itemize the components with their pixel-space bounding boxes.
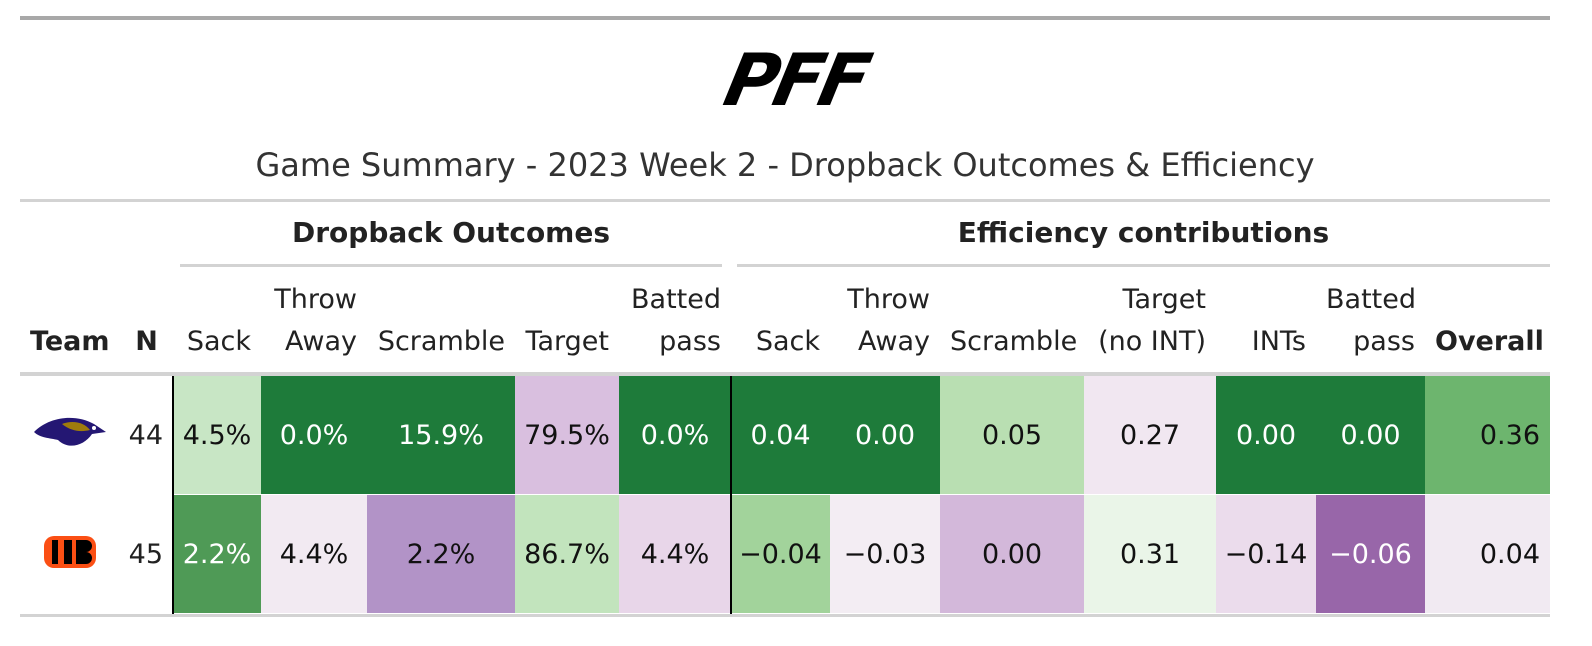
data-cell: 15.9%: [367, 376, 515, 494]
data-cell: −0.04: [731, 495, 830, 613]
row-count: 44: [128, 419, 163, 451]
divider: [730, 376, 732, 614]
data-cell: 0.00: [1216, 376, 1316, 494]
header-rule: [20, 372, 1550, 376]
data-cell: 0.00: [940, 495, 1084, 613]
data-cell: 0.27: [1084, 376, 1216, 494]
group-rule: [737, 264, 1550, 267]
column-header: Batted: [631, 284, 721, 315]
column-header: Sack: [186, 326, 251, 357]
column-header: (no INT): [1098, 326, 1206, 357]
column-header: Batted: [1326, 284, 1416, 315]
data-cell: 4.5%: [173, 376, 261, 494]
column-header: Scramble: [950, 326, 1078, 357]
data-cell: 0.36: [1425, 376, 1550, 494]
data-cell: 0.04: [1425, 495, 1550, 613]
column-header: Throw: [847, 284, 930, 315]
column-header: Target: [1122, 284, 1206, 315]
bottom-rule: [20, 614, 1550, 617]
row-count: 45: [128, 538, 163, 570]
data-cell: 0.05: [940, 376, 1084, 494]
team-logo: [34, 417, 106, 446]
data-cell: 0.00: [830, 376, 940, 494]
column-header: Team: [30, 326, 110, 357]
column-header: Throw: [274, 284, 357, 315]
top-rule: [20, 16, 1550, 20]
divider: [172, 376, 174, 614]
column-header: Target: [525, 326, 609, 357]
column-header: Overall: [1435, 326, 1544, 357]
team-logo: [44, 536, 96, 568]
title-rule: [20, 199, 1550, 202]
column-header: Scramble: [377, 326, 505, 357]
data-cell: 0.00: [1316, 376, 1425, 494]
column-header: N: [135, 326, 158, 357]
data-cell: 0.31: [1084, 495, 1216, 613]
data-cell: −0.03: [830, 495, 940, 613]
data-cell: 2.2%: [173, 495, 261, 613]
logo: PFF: [717, 38, 875, 122]
group-rule: [180, 264, 722, 267]
column-header: pass: [1353, 326, 1415, 357]
data-cell: 86.7%: [515, 495, 619, 613]
column-header: Sack: [755, 326, 820, 357]
data-cell: −0.14: [1216, 495, 1316, 613]
data-cell: 4.4%: [619, 495, 731, 613]
data-cell: 79.5%: [515, 376, 619, 494]
column-header: Away: [858, 326, 930, 357]
group-header: Efficiency contributions: [957, 216, 1330, 249]
column-header: INTs: [1251, 326, 1306, 357]
data-cell: 2.2%: [367, 495, 515, 613]
group-header: Dropback Outcomes: [291, 216, 611, 249]
data-cell: 0.0%: [619, 376, 731, 494]
column-header: Away: [285, 326, 357, 357]
title: Game Summary - 2023 Week 2 - Dropback Ou…: [255, 146, 1315, 184]
data-cell: 4.4%: [261, 495, 367, 613]
data-cell: −0.06: [1316, 495, 1425, 613]
data-cell: 0.0%: [261, 376, 367, 494]
data-cell: 0.04: [731, 376, 830, 494]
column-header: pass: [659, 326, 721, 357]
